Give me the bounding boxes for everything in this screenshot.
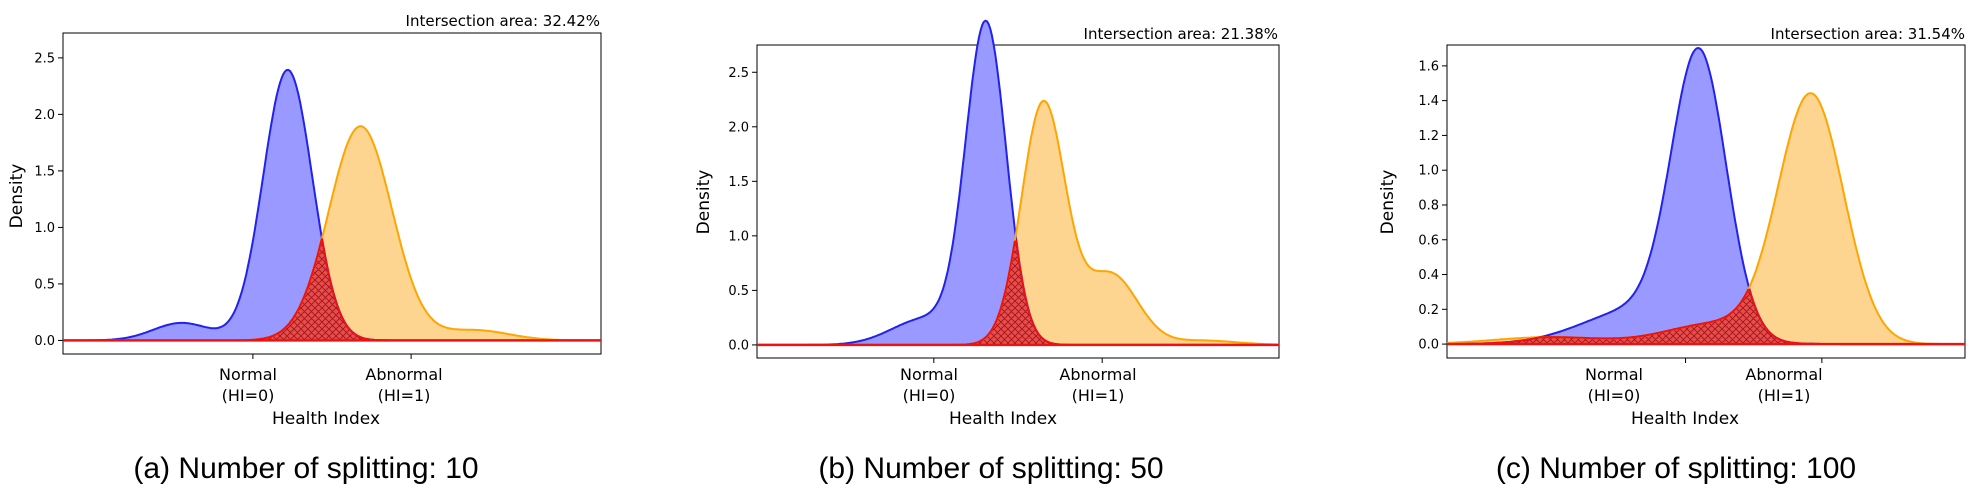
panel-c: Intersection area: 31.54% Density Health… xyxy=(1378,25,1966,429)
intersection-annotation: Intersection area: 32.42% xyxy=(406,12,600,30)
x-axis-label: Health Index xyxy=(949,409,1057,429)
y-tick-label: 0.8 xyxy=(1418,198,1439,213)
caption-a: (a) Number of splitting: 10 xyxy=(133,452,479,485)
x-category-abnormal-line1: Abnormal xyxy=(1745,365,1822,384)
caption-c: (c) Number of splitting: 100 xyxy=(1495,452,1857,485)
y-tick-label: 2.5 xyxy=(34,51,55,66)
y-tick-label: 2.0 xyxy=(728,120,749,135)
x-category-abnormal-line2: (HI=1) xyxy=(1758,386,1811,405)
y-tick-label: 0.4 xyxy=(1418,268,1439,283)
y-tick-label: 0.0 xyxy=(1418,338,1439,353)
y-tick-label: 0.6 xyxy=(1418,233,1439,248)
x-category-normal-line1: Normal xyxy=(219,365,277,384)
x-category-normal-line1: Normal xyxy=(900,365,958,384)
y-tick-label: 1.6 xyxy=(1418,59,1439,74)
y-axis-label-group: Density xyxy=(694,170,714,235)
y-axis-label-group: Density xyxy=(7,164,27,229)
normal-area xyxy=(1447,48,1965,345)
x-category-abnormal-line2: (HI=1) xyxy=(1072,386,1125,405)
y-tick-label: 2.5 xyxy=(728,66,749,81)
y-axis-label: Density xyxy=(1378,170,1398,235)
x-category-normal-line2: (HI=0) xyxy=(903,386,956,405)
y-tick-label: 1.2 xyxy=(1418,129,1439,144)
y-tick-label: 0.0 xyxy=(34,334,55,349)
y-tick-label: 1.0 xyxy=(34,221,55,236)
y-tick-label: 0.5 xyxy=(728,284,749,299)
y-tick-label: 0.5 xyxy=(34,277,55,292)
y-axis-label-group: Density xyxy=(1378,170,1398,235)
intersection-area xyxy=(1447,289,1965,345)
x-axis-label: Health Index xyxy=(1631,409,1739,429)
x-category-normal-line2: (HI=0) xyxy=(222,386,275,405)
x-category-abnormal-line1: Abnormal xyxy=(365,365,442,384)
abnormal-area xyxy=(63,126,601,341)
y-tick-label: 1.5 xyxy=(728,175,749,190)
intersection-annotation: Intersection area: 31.54% xyxy=(1771,25,1965,43)
y-tick-label: 1.5 xyxy=(34,164,55,179)
y-tick-label: 0.2 xyxy=(1418,303,1439,318)
x-category-normal-line1: Normal xyxy=(1585,365,1643,384)
intersection-annotation: Intersection area: 21.38% xyxy=(1084,25,1278,43)
x-category-abnormal-line1: Abnormal xyxy=(1059,365,1136,384)
y-tick-label: 2.0 xyxy=(34,108,55,123)
y-axis-label: Density xyxy=(694,170,714,235)
intersection-area xyxy=(757,241,1279,345)
panel-a: Intersection area: 32.42% Density Health… xyxy=(7,12,602,429)
y-axis-label: Density xyxy=(7,164,27,229)
x-category-abnormal-line2: (HI=1) xyxy=(378,386,431,405)
x-axis-label: Health Index xyxy=(272,409,380,429)
caption-b: (b) Number of splitting: 50 xyxy=(818,452,1164,485)
panel-b: Intersection area: 21.38% Density Health… xyxy=(694,19,1280,429)
y-tick-label: 1.4 xyxy=(1418,94,1439,109)
x-category-normal-line2: (HI=0) xyxy=(1588,386,1641,405)
y-tick-label: 0.0 xyxy=(728,338,749,353)
y-tick-label: 1.0 xyxy=(1418,164,1439,179)
y-tick-label: 1.0 xyxy=(728,229,749,244)
